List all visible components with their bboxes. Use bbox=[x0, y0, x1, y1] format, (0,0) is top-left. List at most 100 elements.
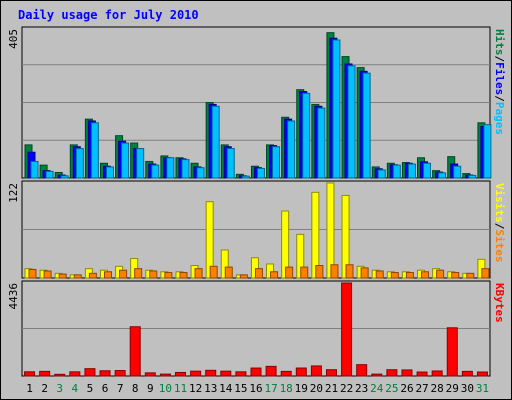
bar-sites-day-27 bbox=[421, 271, 430, 279]
x-tick-label: 16 bbox=[249, 382, 262, 395]
bar-kbytes-day-12 bbox=[190, 370, 202, 377]
bar-kbytes-day-6 bbox=[99, 370, 111, 377]
x-tick-label: 1 bbox=[26, 382, 33, 395]
panel-max-label: 122 bbox=[7, 183, 20, 203]
x-tick-label: 28 bbox=[431, 382, 444, 395]
bar-sites-day-15 bbox=[239, 274, 248, 279]
x-tick-label: 10 bbox=[159, 382, 172, 395]
bar-sites-day-22 bbox=[345, 264, 354, 279]
bar-sites-day-6 bbox=[103, 271, 112, 279]
bar-kbytes-day-7 bbox=[114, 370, 126, 377]
panel-sites-visits: 122 Visits/Sites bbox=[7, 180, 506, 279]
bar-sites-day-5 bbox=[88, 272, 97, 279]
bar-kbytes-day-17 bbox=[265, 365, 277, 377]
bar-sites-day-11 bbox=[179, 272, 188, 279]
bar-pages-day-2 bbox=[45, 170, 54, 179]
bar-kbytes-day-21 bbox=[325, 369, 337, 377]
bar-kbytes-day-11 bbox=[175, 371, 187, 377]
bar-pages-day-14 bbox=[226, 148, 235, 179]
bar-kbytes-day-30 bbox=[461, 370, 473, 377]
bar-pages-day-21 bbox=[332, 39, 341, 179]
bar-sites-day-1 bbox=[28, 268, 37, 279]
bar-kbytes-day-15 bbox=[235, 371, 247, 377]
x-tick-label: 27 bbox=[415, 382, 428, 395]
bar-kbytes-day-13 bbox=[205, 369, 217, 377]
x-tick-label: 25 bbox=[385, 382, 398, 395]
bar-pages-day-3 bbox=[60, 175, 69, 179]
legend-entry: / bbox=[493, 223, 506, 230]
x-tick-label: 12 bbox=[189, 382, 202, 395]
x-tick-label: 23 bbox=[355, 382, 368, 395]
bar-kbytes-day-8 bbox=[129, 326, 141, 377]
bar-pages-day-30 bbox=[468, 174, 477, 179]
bar-sites-day-4 bbox=[73, 274, 82, 279]
bar-pages-day-17 bbox=[272, 146, 281, 179]
bar-pages-day-28 bbox=[438, 172, 447, 179]
x-tick-label: 5 bbox=[87, 382, 94, 395]
bar-pages-day-12 bbox=[196, 167, 205, 179]
legend-entry: Visits bbox=[493, 183, 506, 223]
panel-max-label: 4436 bbox=[7, 283, 20, 310]
x-tick-label: 9 bbox=[147, 382, 154, 395]
bar-kbytes-day-28 bbox=[431, 370, 443, 377]
x-tick-label: 20 bbox=[310, 382, 323, 395]
panel-legend: Hits/Files/Pages bbox=[493, 29, 506, 135]
bar-sites-day-29 bbox=[451, 272, 460, 279]
x-tick-label: 19 bbox=[295, 382, 308, 395]
x-tick-label: 7 bbox=[117, 382, 124, 395]
bar-kbytes-day-14 bbox=[220, 370, 232, 377]
chart-title: Daily usage for July 2010 bbox=[18, 8, 199, 22]
bar-pages-day-5 bbox=[90, 122, 99, 179]
x-tick-label: 2 bbox=[41, 382, 48, 395]
bar-kbytes-day-2 bbox=[39, 370, 51, 377]
bar-sites-day-24 bbox=[375, 270, 384, 279]
bar-sites-day-18 bbox=[285, 266, 294, 279]
bar-sites-day-3 bbox=[58, 273, 67, 279]
bar-kbytes-day-9 bbox=[144, 372, 156, 377]
bar-sites-day-25 bbox=[390, 272, 399, 279]
bar-sites-day-9 bbox=[149, 270, 158, 279]
bar-kbytes-day-26 bbox=[401, 369, 413, 377]
bar-pages-day-10 bbox=[166, 157, 175, 179]
x-tick-label: 8 bbox=[132, 382, 139, 395]
bar-kbytes-day-24 bbox=[371, 373, 383, 377]
bar-sites-day-8 bbox=[134, 268, 143, 279]
bar-kbytes-day-23 bbox=[356, 364, 368, 377]
bar-kbytes-day-3 bbox=[54, 373, 66, 377]
bar-sites-day-14 bbox=[224, 266, 233, 279]
bar-sites-day-20 bbox=[315, 265, 324, 279]
bar-kbytes-day-16 bbox=[250, 367, 262, 377]
bar-sites-day-17 bbox=[270, 271, 279, 279]
bar-pages-day-25 bbox=[392, 164, 401, 179]
bar-kbytes-day-19 bbox=[295, 367, 307, 377]
bar-kbytes-day-29 bbox=[446, 327, 458, 377]
legend-entry: Pages bbox=[493, 102, 506, 135]
x-tick-label: 4 bbox=[72, 382, 79, 395]
x-tick-label: 29 bbox=[446, 382, 459, 395]
x-tick-label: 31 bbox=[476, 382, 489, 395]
bar-pages-day-1 bbox=[30, 160, 39, 179]
x-tick-label: 3 bbox=[56, 382, 63, 395]
x-tick-label: 24 bbox=[370, 382, 384, 395]
bar-sites-day-26 bbox=[405, 272, 414, 279]
bar-sites-day-10 bbox=[164, 272, 173, 279]
bar-pages-day-23 bbox=[362, 72, 371, 179]
bar-pages-day-9 bbox=[151, 164, 160, 179]
bar-sites-day-28 bbox=[436, 269, 445, 279]
x-tick-label: 26 bbox=[400, 382, 413, 395]
bar-kbytes-day-1 bbox=[24, 371, 36, 377]
bar-visits-day-21 bbox=[326, 182, 335, 279]
panel-kbytes: 4436 KBytes bbox=[7, 280, 506, 377]
panel-legend: KBytes bbox=[493, 283, 506, 323]
legend-entry: Hits bbox=[493, 29, 506, 56]
x-tick-label: 21 bbox=[325, 382, 338, 395]
bar-pages-day-16 bbox=[256, 167, 265, 179]
legend-entry: Files bbox=[493, 62, 506, 95]
bar-pages-day-22 bbox=[347, 65, 356, 179]
bar-pages-day-27 bbox=[423, 162, 432, 179]
bar-pages-day-20 bbox=[317, 107, 326, 179]
x-tick-label: 18 bbox=[280, 382, 293, 395]
bar-pages-day-8 bbox=[136, 148, 145, 179]
